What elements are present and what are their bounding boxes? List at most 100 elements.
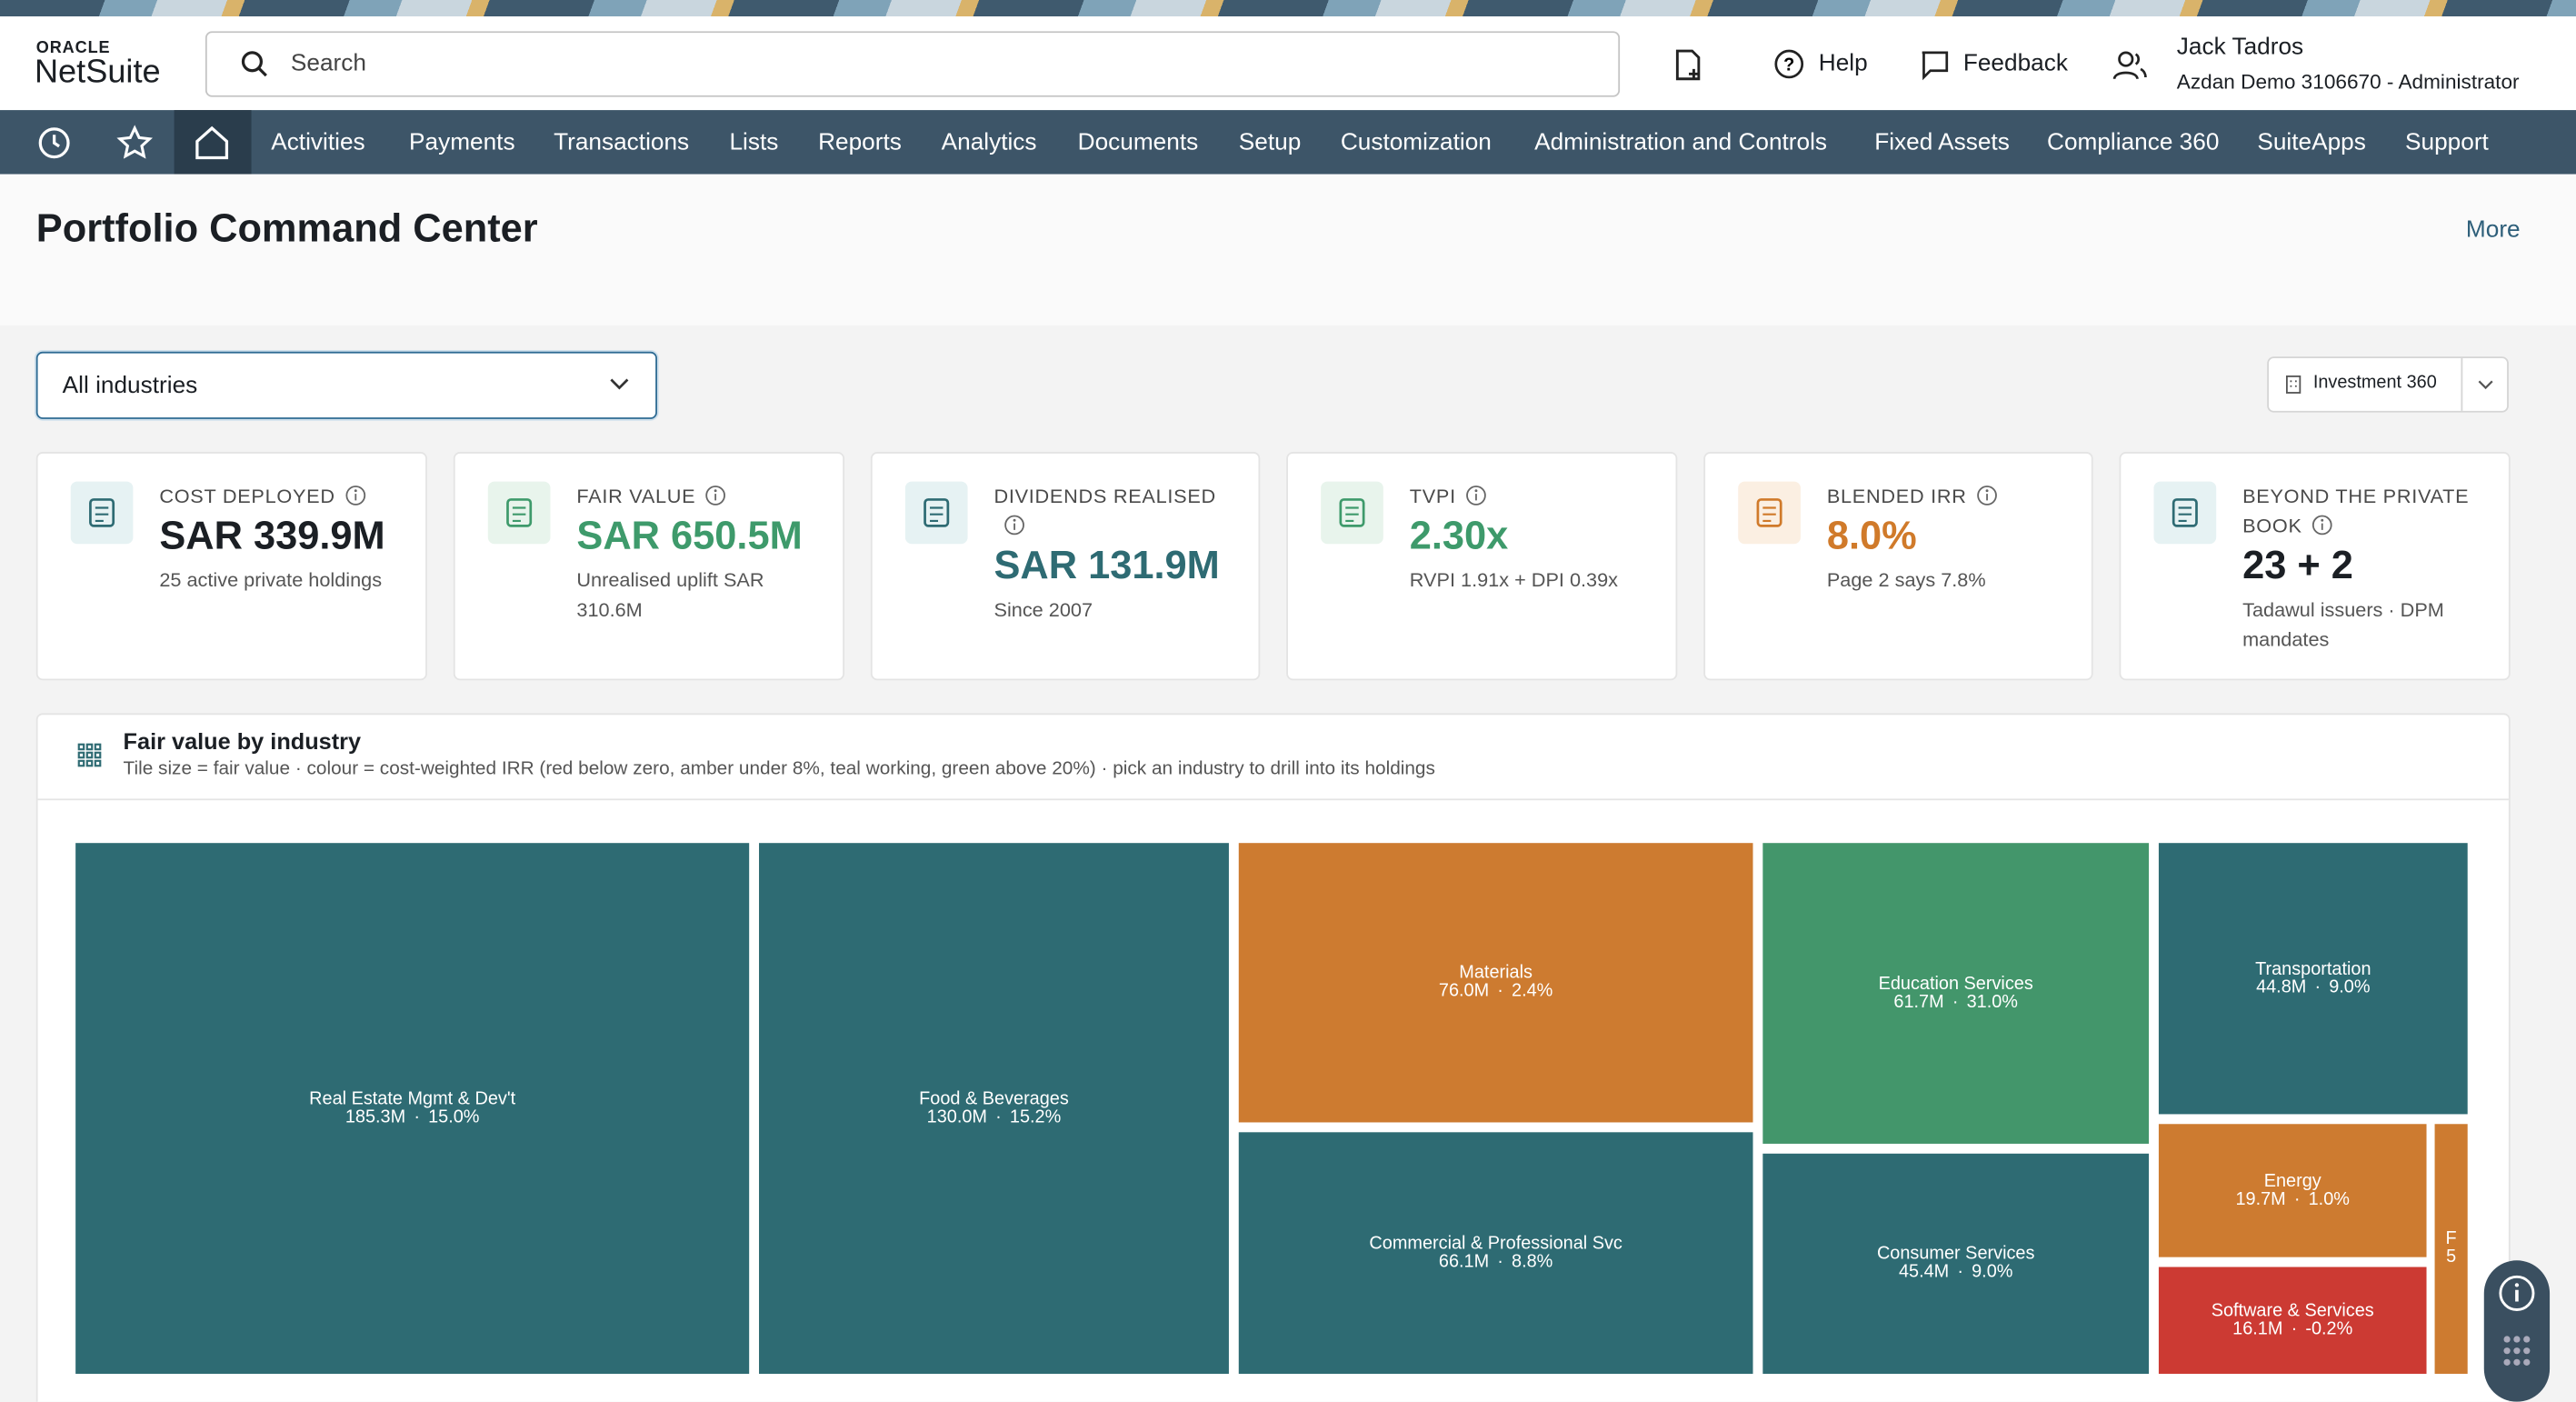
kpi-card: COST DEPLOYED SAR 339.9M 25 active private… — [35, 452, 427, 681]
tile-figure: 19.7M · 1.0% — [2235, 1188, 2350, 1209]
recent-icon[interactable] — [36, 125, 73, 161]
nav-item[interactable]: Reports — [818, 129, 902, 156]
treemap-title: Fair value by industry — [123, 727, 362, 755]
treemap-subtitle: Tile size = fair value · colour = cost-w… — [123, 759, 1435, 779]
treemap-tile[interactable]: Consumer Services 45.4M · 9.0% — [1762, 1153, 2150, 1374]
kpi-label: FAIR VALUE — [576, 485, 696, 508]
tile-label: Materials — [1459, 963, 1533, 983]
info-icon[interactable] — [695, 485, 726, 507]
treemap-tile[interactable]: Software & Services 16.1M · -0.2% — [2158, 1267, 2427, 1374]
help-link[interactable]: Help — [1818, 51, 1868, 77]
kpi-value: 8.0% — [1826, 514, 1917, 559]
treemap-tile[interactable]: Food & Beverages 130.0M · 15.2% — [759, 843, 1229, 1374]
kpi-card: BEYOND THE PRIVATE BOOK 23 + 2 Tadawul iss… — [2119, 452, 2511, 681]
treemap-tile[interactable]: Energy 19.7M · 1.0% — [2158, 1124, 2427, 1257]
tile-figure: 5 — [2446, 1247, 2457, 1267]
kpi-body: BLENDED IRR 8.0% Page 2 says 7.8% — [1827, 482, 2073, 596]
assistant-widget[interactable] — [2483, 1260, 2551, 1402]
tile-figure: 44.8M · 9.0% — [2256, 976, 2371, 997]
kpi-label: DIVIDENDS REALISED — [993, 485, 1216, 508]
tile-label: Commercial & Professional Svc — [1369, 1233, 1622, 1254]
kpi-card: BLENDED IRR 8.0% Page 2 says 7.8% — [1703, 452, 2093, 681]
user-icon — [2112, 51, 2147, 80]
tile-figure: 185.3M · 15.0% — [344, 1107, 480, 1127]
kpi-value: 2.30x — [1409, 514, 1509, 559]
tile-figure: 16.1M · -0.2% — [2232, 1318, 2353, 1339]
kpi-body: BEYOND THE PRIVATE BOOK 23 + 2 Tadawul iss… — [2242, 482, 2489, 655]
filter-value: All industries — [62, 373, 198, 400]
page-title: Portfolio Command Center — [35, 206, 538, 252]
info-icon[interactable] — [335, 485, 366, 507]
treemap-tile[interactable]: Real Estate Mgmt & Dev't 185.3M · 15.0% — [75, 843, 750, 1374]
home-tab[interactable] — [174, 110, 252, 175]
nav-item[interactable]: Setup — [1238, 129, 1302, 156]
search-placeholder: Search — [290, 51, 366, 77]
nav-item[interactable]: Support — [2405, 129, 2489, 156]
kpi-note: Unrealised uplift SAR 310.6M — [576, 568, 764, 622]
kpi-icon — [2153, 481, 2217, 545]
kpi-label: BLENDED IRR — [1826, 485, 1967, 508]
kpi-label: BEYOND THE PRIVATE BOOK — [2242, 485, 2470, 538]
treemap-tile[interactable]: Materials 76.0M · 2.4% — [1238, 843, 1753, 1123]
nav-item[interactable]: Administration and Controls — [1534, 129, 1828, 156]
nav-item[interactable]: Documents — [1077, 129, 1199, 156]
feedback-link[interactable]: Feedback — [1962, 51, 2068, 77]
kpi-body: TVPI 2.30x RVPI 1.91x + DPI 0.39x — [1410, 482, 1656, 596]
kpi-note: Page 2 says 7.8% — [1826, 568, 1986, 592]
tile-label: Education Services — [1878, 973, 2033, 994]
nav-item[interactable]: Fixed Assets — [1874, 129, 2010, 156]
treemap-tile[interactable]: Commercial & Professional Svc 66.1M · 8.8… — [1238, 1132, 1753, 1374]
tile-label: Real Estate Mgmt & Dev't — [309, 1088, 516, 1109]
kpi-note: RVPI 1.91x + DPI 0.39x — [1409, 568, 1619, 592]
nav-item[interactable]: Payments — [409, 129, 515, 156]
kpi-icon — [1738, 481, 1801, 545]
tile-label: Food & Beverages — [919, 1088, 1069, 1109]
tile-label: Consumer Services — [1876, 1244, 2035, 1264]
nav-item[interactable]: Lists — [729, 129, 779, 156]
nav-item[interactable]: Analytics — [941, 129, 1037, 156]
tile-figure: 130.0M · 15.2% — [926, 1107, 1062, 1127]
more-link[interactable]: More — [2465, 216, 2521, 244]
tile-figure: 61.7M · 31.0% — [1893, 991, 2018, 1012]
tile-figure: 76.0M · 2.4% — [1438, 981, 1553, 1001]
info-icon[interactable] — [2302, 515, 2333, 537]
home-icon — [195, 125, 229, 160]
nav-item[interactable]: Compliance 360 — [2047, 129, 2220, 156]
nav-item[interactable]: Transactions — [554, 129, 690, 156]
treemap-tile[interactable]: Education Services 61.7M · 31.0% — [1762, 843, 2150, 1144]
doc-icon[interactable] — [1672, 49, 1705, 82]
view-label: Investment 360 — [2312, 373, 2437, 393]
grid-icon — [77, 743, 102, 767]
view-selector[interactable]: Investment 360 — [2267, 356, 2509, 413]
tile-figure: 66.1M · 8.8% — [1438, 1251, 1553, 1272]
nav-bar: Activities Payments Transactions Lists Repor… — [0, 110, 2576, 175]
search-box[interactable]: Search — [205, 31, 1621, 97]
divider — [37, 798, 2509, 801]
kpi-note: Tadawul issuers · DPM mandates — [2242, 597, 2444, 651]
kpi-value: SAR 650.5M — [576, 514, 803, 559]
tile-label: Software & Services — [2211, 1300, 2374, 1321]
svg-text:?: ? — [1783, 55, 1794, 75]
info-icon[interactable] — [993, 515, 1024, 537]
kpi-value: SAR 339.9M — [159, 514, 385, 559]
tile-figure: 45.4M · 9.0% — [1898, 1262, 2013, 1282]
info-icon[interactable] — [1456, 485, 1487, 507]
nav-item[interactable]: Customization — [1340, 129, 1492, 156]
search-icon — [241, 51, 267, 77]
chevron — [610, 378, 629, 390]
user-name[interactable]: Jack Tadros — [2176, 34, 2304, 61]
nav-item[interactable]: Activities — [271, 129, 365, 156]
logo[interactable]: NetSuite — [34, 54, 161, 91]
treemap-tile[interactable]: Transportation 44.8M · 9.0% — [2158, 843, 2468, 1115]
kpi-label: COST DEPLOYED — [159, 485, 335, 508]
kpi-icon — [487, 481, 551, 545]
info-icon[interactable] — [1967, 485, 1998, 507]
industry-filter[interactable]: All industries — [35, 351, 657, 419]
kpi-label: TVPI — [1409, 485, 1456, 508]
help-icon: ? — [1774, 49, 1804, 79]
nav-item[interactable]: SuiteApps — [2257, 129, 2366, 156]
kpi-value: SAR 131.9M — [993, 544, 1220, 589]
favorites-icon[interactable] — [116, 125, 154, 161]
